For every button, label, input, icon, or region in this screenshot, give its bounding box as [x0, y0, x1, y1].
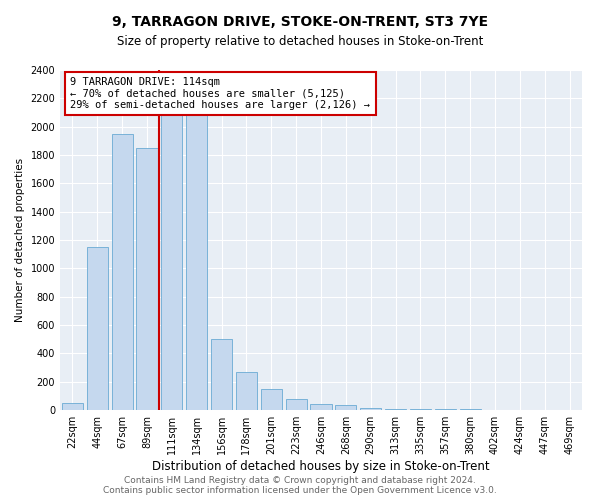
- Y-axis label: Number of detached properties: Number of detached properties: [15, 158, 25, 322]
- Bar: [161, 106, 182, 410]
- Text: 9, TARRAGON DRIVE, STOKE-ON-TRENT, ST3 7YE: 9, TARRAGON DRIVE, STOKE-ON-TRENT, ST3 7…: [112, 15, 488, 29]
- Bar: [236, 372, 257, 410]
- Bar: [136, 148, 158, 410]
- Bar: [286, 398, 307, 410]
- Text: 9 TARRAGON DRIVE: 114sqm
← 70% of detached houses are smaller (5,125)
29% of sem: 9 TARRAGON DRIVE: 114sqm ← 70% of detach…: [70, 77, 370, 110]
- Bar: [112, 134, 133, 410]
- Bar: [211, 339, 232, 410]
- Bar: [335, 405, 356, 410]
- Bar: [62, 403, 83, 410]
- Bar: [360, 408, 381, 410]
- X-axis label: Distribution of detached houses by size in Stoke-on-Trent: Distribution of detached houses by size …: [152, 460, 490, 473]
- Bar: [385, 408, 406, 410]
- Bar: [186, 106, 207, 410]
- Text: Size of property relative to detached houses in Stoke-on-Trent: Size of property relative to detached ho…: [117, 35, 483, 48]
- Bar: [87, 247, 108, 410]
- Text: Contains HM Land Registry data © Crown copyright and database right 2024.
Contai: Contains HM Land Registry data © Crown c…: [103, 476, 497, 495]
- Bar: [261, 389, 282, 410]
- Bar: [310, 404, 332, 410]
